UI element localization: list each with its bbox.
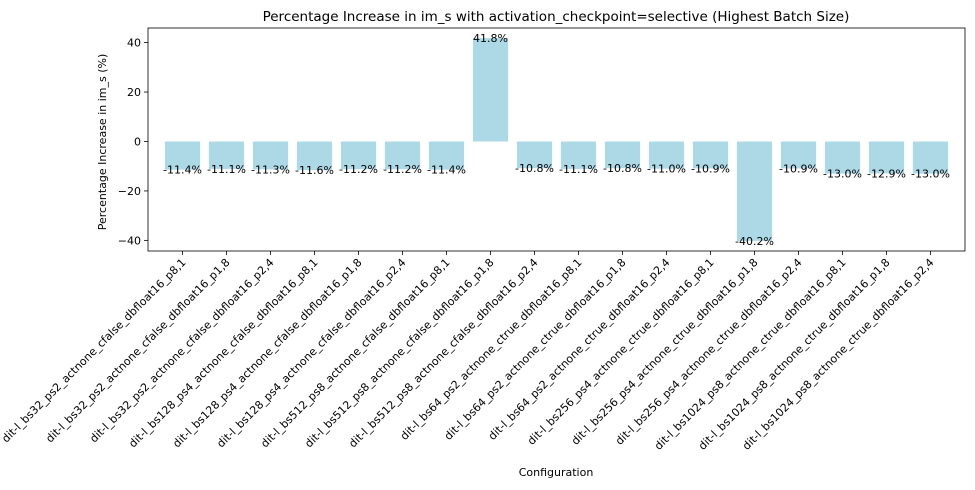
data-label: -11.0%	[647, 163, 686, 176]
y-axis-label: Percentage Increase in im_s (%)	[96, 54, 109, 230]
data-label: -13.0%	[823, 168, 862, 181]
y-tick-label: 40	[127, 37, 141, 50]
data-label: -11.1%	[207, 163, 246, 176]
data-label: -11.2%	[383, 163, 422, 176]
bar	[208, 141, 245, 169]
bar	[296, 141, 333, 171]
bar	[560, 141, 597, 169]
data-label: -10.9%	[691, 162, 730, 175]
x-axis-label: Configuration	[519, 466, 594, 479]
bar	[472, 38, 509, 142]
data-label: -10.8%	[603, 162, 642, 175]
bar	[780, 141, 817, 169]
chart-title: Percentage Increase in im_s with activat…	[263, 9, 850, 25]
data-label: 41.8%	[473, 32, 508, 45]
bar	[648, 141, 685, 169]
bar	[164, 141, 201, 170]
data-label: -10.9%	[779, 162, 818, 175]
y-tick-label: 0	[134, 135, 141, 148]
data-label: -13.0%	[911, 168, 950, 181]
data-label: -11.3%	[251, 163, 290, 176]
data-label: -11.4%	[427, 164, 466, 177]
y-tick-label: 20	[127, 86, 141, 99]
bar	[428, 141, 465, 170]
data-label: -11.2%	[339, 163, 378, 176]
bar	[692, 141, 729, 169]
plot-area: -11.4% -11.1% -11.3% -11.6% -11.2% -11.2% -11.…	[0, 27, 966, 453]
bar	[384, 141, 421, 170]
bar	[604, 141, 641, 169]
bar	[824, 141, 861, 174]
data-label: -12.9%	[867, 167, 906, 180]
bar	[252, 141, 289, 170]
bar	[868, 141, 905, 174]
data-label: -11.4%	[163, 164, 202, 177]
data-label: -11.6%	[295, 164, 334, 177]
bar	[516, 141, 553, 169]
bar	[340, 141, 377, 170]
bar	[912, 141, 949, 174]
data-label: -10.8%	[515, 162, 554, 175]
y-tick-label: −40	[118, 234, 141, 247]
plot-frame	[147, 27, 966, 252]
data-label: -11.1%	[559, 163, 598, 176]
bar	[736, 141, 773, 241]
data-label: -40.2%	[735, 235, 774, 248]
y-tick-label: −20	[118, 185, 141, 198]
